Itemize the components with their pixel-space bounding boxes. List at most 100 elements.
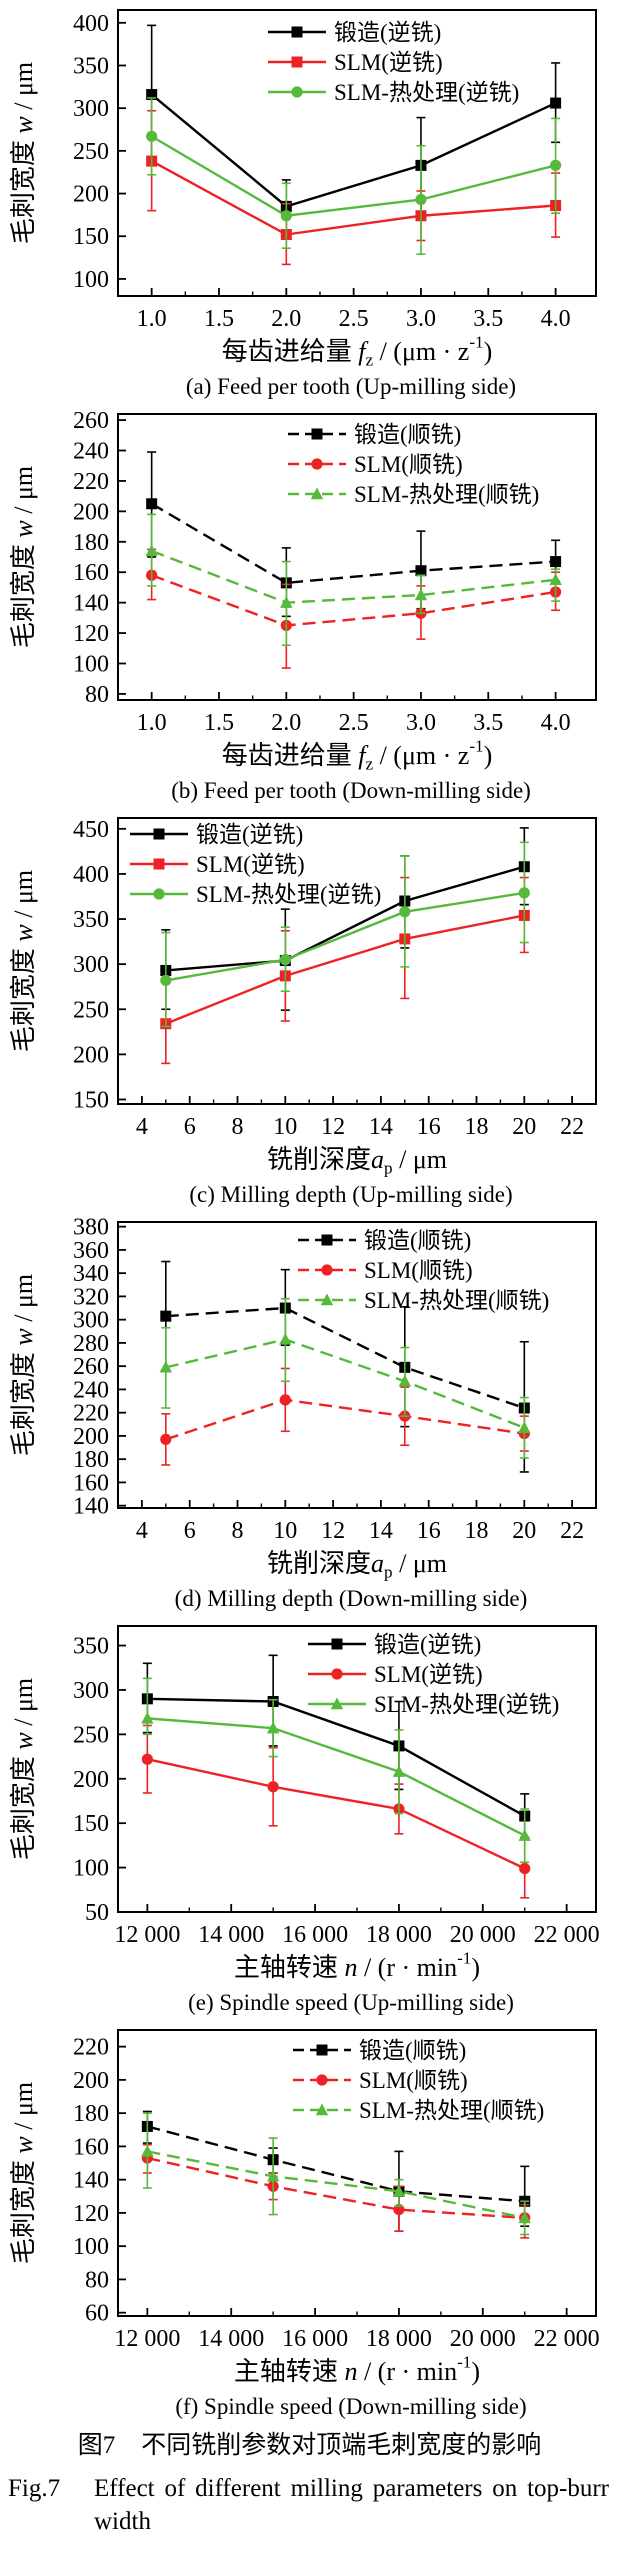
y-tick-label: 250 xyxy=(73,139,109,165)
x-tick-label: 12 000 xyxy=(114,2326,180,2352)
legend-label: 锻造(顺铣) xyxy=(364,1228,471,1253)
x-tick-label: 16 000 xyxy=(282,2326,348,2352)
y-tick-label: 450 xyxy=(73,817,109,843)
chart-caption: (e) Spindle speed (Up-milling side) xyxy=(188,1990,514,2015)
legend-circle-marker xyxy=(331,1668,343,1680)
y-tick-label: 260 xyxy=(73,408,109,434)
circle-marker xyxy=(267,1781,279,1793)
square-marker xyxy=(550,556,562,568)
x-tick-label: 6 xyxy=(184,1518,196,1544)
x-axis-label: 主轴转速 n / (r · min-1) xyxy=(234,2353,480,2386)
series-slm-ht xyxy=(141,2112,531,2236)
x-tick-label: 3.5 xyxy=(473,306,503,332)
x-tick-label: 16 xyxy=(417,1518,441,1544)
y-tick-label: 140 xyxy=(73,2168,109,2194)
y-tick-label: 100 xyxy=(73,267,109,293)
chart-d-block: 140 160 180 200 220 240 260 280 300 320 340 360 380 4… xyxy=(0,1212,619,1616)
y-axis-label: 毛刺宽度 w / μm xyxy=(9,1678,38,1860)
legend-circle-marker xyxy=(321,1264,333,1276)
legend-label: SLM-热处理(逆铣) xyxy=(334,80,519,105)
y-tick-label: 140 xyxy=(73,591,109,617)
legend-triangle-marker xyxy=(315,2103,329,2116)
y-tick-label: 380 xyxy=(73,1215,109,1241)
y-tick-label: 100 xyxy=(73,1856,109,1882)
x-tick-label: 22 xyxy=(560,1518,584,1544)
x-tick-label: 4.0 xyxy=(541,306,571,332)
circle-marker xyxy=(399,906,411,918)
triangle-marker xyxy=(145,544,158,557)
figure-caption-zh-text: 不同铣削参数对顶端毛刺宽度的影响 xyxy=(141,2432,542,2459)
x-tick-label: 6 xyxy=(184,1114,196,1140)
chart-b-block: 80 100 120 140 160 180 200 220 240 260 1.0 1.5 2.0 2.… xyxy=(0,404,619,808)
x-tick-label: 10 xyxy=(273,1518,297,1544)
x-tick-label: 1.5 xyxy=(204,306,234,332)
y-tick-label: 50 xyxy=(85,1900,109,1926)
x-tick-label: 22 xyxy=(560,1114,584,1140)
legend-circle-marker xyxy=(316,2074,328,2086)
y-tick-label: 150 xyxy=(73,224,109,250)
y-tick-label: 340 xyxy=(73,1261,109,1287)
triangle-marker xyxy=(279,1332,292,1345)
series-slm xyxy=(146,548,562,669)
y-tick-label: 200 xyxy=(73,499,109,525)
series-line xyxy=(151,135,556,217)
legend-item-slm: SLM(逆铣) xyxy=(268,50,443,75)
x-tick-label: 2.0 xyxy=(271,710,301,736)
y-tick-label: 200 xyxy=(73,1424,109,1450)
triangle-marker xyxy=(266,2169,280,2182)
legend: 锻造(顺铣) SLM(顺铣) SLM-热处理(顺铣) xyxy=(288,422,539,507)
series-slm-ht xyxy=(160,841,530,1028)
series-slm xyxy=(146,109,562,266)
series-slm xyxy=(141,1724,531,1899)
x-tick-label: 18 000 xyxy=(366,2326,432,2352)
x-tick-label: 8 xyxy=(232,1518,244,1544)
legend-item-slm-ht: SLM-热处理(逆铣) xyxy=(130,882,381,907)
y-tick-label: 320 xyxy=(73,1284,109,1310)
triangle-marker xyxy=(518,1421,531,1433)
legend-square-marker xyxy=(291,26,303,38)
series-slm-ht xyxy=(146,97,562,255)
legend-item-forged: 锻造(顺铣) xyxy=(293,2038,466,2063)
legend: 锻造(逆铣) SLM(逆铣) SLM-热处理(逆铣) xyxy=(130,822,381,907)
axes: 80 100 120 140 160 180 200 220 240 260 1.0 1.5 2.0 2.… xyxy=(73,408,597,736)
x-tick-label: 14 000 xyxy=(198,2326,264,2352)
triangle-marker xyxy=(392,2184,406,2197)
chart-e-block: 50 100 150 200 250 300 350 12 000 14 000 16 000 18… xyxy=(0,1616,619,2020)
x-tick-label: 22 000 xyxy=(534,2326,600,2352)
figure-caption-zh-prefix: 图7 xyxy=(77,2432,116,2459)
plot-frame xyxy=(117,9,597,297)
series-line xyxy=(165,914,525,1025)
y-tick-label: 180 xyxy=(73,1447,109,1473)
x-tick-label: 12 xyxy=(321,1114,345,1140)
y-tick-label: 400 xyxy=(73,11,109,37)
x-tick-label: 2.5 xyxy=(339,306,369,332)
series-line xyxy=(151,549,556,604)
triangle-marker xyxy=(518,1829,531,1841)
y-tick-label: 150 xyxy=(73,1811,109,1837)
series-line xyxy=(165,1338,525,1429)
figure-caption-en: Fig.7 Effect of different milling parame… xyxy=(0,2472,619,2538)
x-tick-label: 1.0 xyxy=(137,306,167,332)
legend-circle-marker xyxy=(311,458,323,470)
x-tick-label: 12 xyxy=(321,1518,345,1544)
legend-item-forged: 锻造(逆铣) xyxy=(268,20,441,45)
x-tick-label: 20 xyxy=(512,1518,536,1544)
legend-label: SLM(顺铣) xyxy=(359,2068,468,2093)
y-tick-label: 250 xyxy=(73,997,109,1023)
y-tick-label: 140 xyxy=(73,1494,109,1520)
figure-caption-en-line1: Effect of different milling parameters o… xyxy=(94,2475,609,2502)
circle-marker xyxy=(415,193,427,206)
legend-label: SLM(顺铣) xyxy=(364,1258,473,1283)
y-tick-label: 350 xyxy=(73,1634,109,1660)
y-tick-label: 220 xyxy=(73,2035,109,2061)
legend-item-slm-ht: SLM-热处理(逆铣) xyxy=(308,1692,559,1717)
figure-caption-en-line1-row: Fig.7 Effect of different milling parame… xyxy=(8,2472,609,2505)
x-tick-label: 10 xyxy=(273,1114,297,1140)
legend-item-forged: 锻造(逆铣) xyxy=(308,1632,481,1657)
legend-label: SLM-热处理(逆铣) xyxy=(374,1692,559,1717)
x-tick-label: 12 000 xyxy=(114,1922,180,1948)
legend-item-slm: SLM(顺铣) xyxy=(293,2068,468,2093)
y-axis-label: 毛刺宽度 w / μm xyxy=(9,62,38,244)
